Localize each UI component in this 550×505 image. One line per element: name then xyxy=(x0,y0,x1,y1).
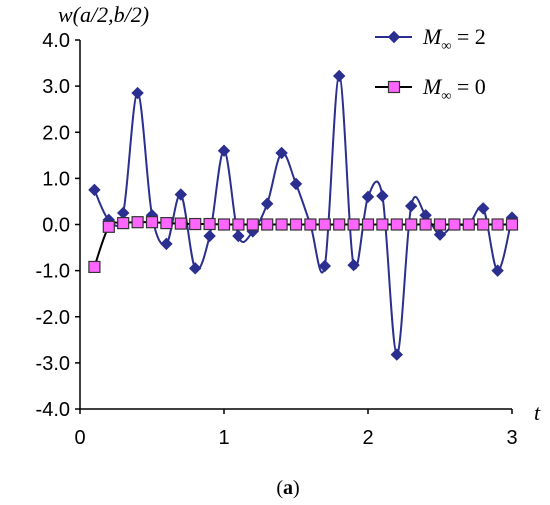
marker-diamond xyxy=(318,259,332,273)
y-tick-label: 3.0 xyxy=(42,76,70,98)
marker-square xyxy=(491,218,504,231)
marker-square xyxy=(304,218,317,231)
x-axis-label: t xyxy=(534,400,541,425)
marker-square xyxy=(419,218,432,231)
marker-square xyxy=(217,218,231,231)
marker-square xyxy=(189,217,202,231)
marker-diamond xyxy=(232,229,245,243)
series-markers xyxy=(88,69,519,361)
marker-square xyxy=(448,218,461,231)
marker-square xyxy=(318,218,331,231)
marker-diamond xyxy=(217,144,231,157)
marker-square xyxy=(145,216,159,229)
caption-letter: a xyxy=(283,477,293,499)
y-tick-label: -4.0 xyxy=(36,399,70,421)
y-axis-label: w(a/2,b/2) xyxy=(58,2,149,27)
marker-diamond xyxy=(347,258,360,272)
marker-diamond xyxy=(433,228,447,241)
marker-diamond xyxy=(289,177,303,191)
legend-label: M∞ = 2 xyxy=(422,24,486,54)
caption-open: ( xyxy=(276,477,283,499)
marker-diamond xyxy=(160,237,173,251)
marker-square xyxy=(246,218,259,231)
marker-square xyxy=(462,218,475,231)
marker-diamond xyxy=(174,188,188,201)
legend-marker-square xyxy=(387,80,401,94)
marker-diamond xyxy=(260,197,274,210)
marker-square xyxy=(88,260,101,274)
marker-diamond xyxy=(275,146,288,160)
marker-square xyxy=(433,218,447,231)
marker-square xyxy=(261,218,274,231)
marker-diamond xyxy=(361,190,375,204)
marker-diamond xyxy=(88,183,101,197)
marker-square xyxy=(117,217,130,230)
marker-square xyxy=(102,220,115,233)
marker-square xyxy=(505,218,519,231)
marker-square xyxy=(361,218,375,231)
y-tick-label: -1.0 xyxy=(36,261,70,283)
x-tick-label: 0 xyxy=(74,427,85,449)
x-tick-label: 2 xyxy=(362,427,373,449)
marker-square xyxy=(275,218,288,231)
marker-square xyxy=(376,218,389,231)
marker-diamond xyxy=(116,206,130,220)
axes xyxy=(75,39,513,414)
marker-square xyxy=(131,216,144,229)
caption-close: ) xyxy=(293,477,300,499)
legend-marker-diamond xyxy=(387,30,401,44)
marker-diamond xyxy=(332,69,346,83)
marker-diamond xyxy=(188,262,202,275)
marker-square xyxy=(390,218,403,231)
marker-square xyxy=(160,217,173,230)
marker-diamond xyxy=(203,229,216,243)
marker-diamond xyxy=(131,86,144,100)
marker-diamond xyxy=(376,189,389,203)
marker-diamond xyxy=(491,264,504,277)
figure-caption: (a) xyxy=(276,477,299,499)
y-tick-label: 4.0 xyxy=(42,30,70,52)
legend: M∞ = 2 M∞ = 0 xyxy=(375,24,486,104)
marker-square xyxy=(347,218,360,231)
marker-square xyxy=(289,218,303,231)
marker-diamond xyxy=(476,202,490,215)
marker-square xyxy=(232,218,245,231)
y-tick-labels: -4.0 -3.0 -2.0 -1.0 0.0 1.0 2.0 3.0 4.0 xyxy=(36,30,70,421)
marker-diamond xyxy=(404,199,418,213)
marker-square xyxy=(477,218,490,231)
marker-diamond xyxy=(390,348,404,361)
marker-square xyxy=(405,218,418,231)
legend-label: M∞ = 0 xyxy=(422,74,486,104)
x-tick-label: 1 xyxy=(218,427,229,449)
y-tick-label: -3.0 xyxy=(36,353,70,375)
marker-square xyxy=(174,217,187,230)
marker-square xyxy=(333,218,346,231)
x-tick-label: 3 xyxy=(506,427,517,449)
y-tick-label: 2.0 xyxy=(42,122,70,144)
y-tick-label: 0.0 xyxy=(42,215,70,237)
x-tick-labels: 0 1 2 3 xyxy=(74,427,517,449)
marker-square xyxy=(203,217,216,231)
y-tick-label: -2.0 xyxy=(36,307,70,329)
y-tick-label: 1.0 xyxy=(42,168,70,190)
